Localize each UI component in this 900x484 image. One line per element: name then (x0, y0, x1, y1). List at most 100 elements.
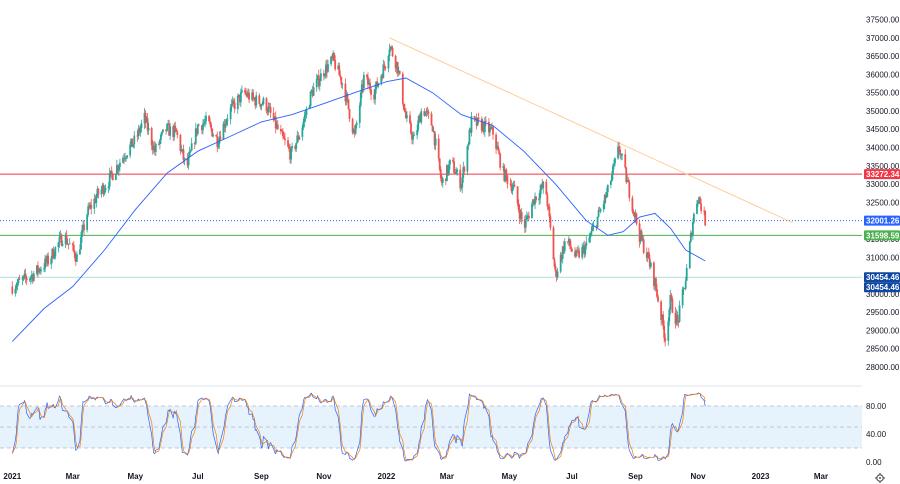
candle[interactable] (39, 266, 41, 274)
candle[interactable] (32, 271, 35, 282)
candle[interactable] (43, 262, 45, 273)
candle[interactable] (360, 80, 363, 99)
candle[interactable] (68, 238, 71, 245)
candle[interactable] (298, 135, 301, 141)
stochastic-d-line[interactable] (11, 392, 706, 461)
candle[interactable] (140, 119, 143, 133)
candle[interactable] (545, 178, 548, 195)
candle[interactable] (45, 255, 48, 267)
candle[interactable] (437, 134, 440, 162)
candle[interactable] (553, 257, 556, 269)
candle[interactable] (274, 111, 277, 134)
candle[interactable] (398, 70, 401, 76)
candle[interactable] (79, 244, 81, 256)
candle[interactable] (252, 89, 255, 102)
candle[interactable] (504, 169, 507, 183)
candle[interactable] (614, 157, 616, 167)
candle[interactable] (290, 146, 292, 164)
candle[interactable] (131, 138, 134, 147)
candle[interactable] (576, 246, 578, 257)
candle[interactable] (578, 247, 581, 259)
candle[interactable] (484, 115, 487, 127)
candle[interactable] (404, 108, 407, 119)
candle[interactable] (539, 184, 542, 204)
candle[interactable] (95, 193, 98, 208)
candle[interactable] (238, 94, 241, 106)
candle[interactable] (38, 267, 40, 275)
candle[interactable] (439, 166, 442, 181)
candle[interactable] (653, 261, 655, 290)
candle[interactable] (618, 141, 620, 153)
candle[interactable] (248, 89, 250, 103)
candle[interactable] (237, 94, 240, 98)
candle[interactable] (662, 310, 665, 330)
candle[interactable] (531, 201, 533, 219)
candle[interactable] (215, 134, 218, 137)
candle[interactable] (316, 74, 319, 81)
candle[interactable] (533, 199, 535, 206)
candle[interactable] (291, 142, 294, 152)
candle[interactable] (295, 142, 298, 153)
candle[interactable] (279, 125, 282, 135)
candle[interactable] (254, 97, 257, 110)
candle[interactable] (338, 62, 341, 76)
candle[interactable] (640, 228, 643, 241)
candle[interactable] (318, 78, 321, 92)
candle[interactable] (370, 86, 372, 101)
candle[interactable] (480, 116, 483, 134)
candle[interactable] (406, 111, 408, 123)
candle[interactable] (596, 216, 599, 229)
candle[interactable] (362, 71, 365, 92)
candle[interactable] (54, 246, 57, 260)
candle[interactable] (236, 93, 239, 114)
candle[interactable] (619, 145, 622, 159)
candle[interactable] (174, 121, 177, 133)
candle[interactable] (661, 313, 664, 324)
candle[interactable] (294, 144, 297, 152)
candle[interactable] (571, 247, 573, 253)
candle[interactable] (289, 144, 291, 164)
candle[interactable] (410, 120, 412, 136)
candle[interactable] (222, 121, 225, 140)
candle[interactable] (598, 206, 601, 212)
candle[interactable] (15, 282, 18, 294)
candle[interactable] (570, 240, 572, 252)
candle[interactable] (468, 127, 471, 145)
candle[interactable] (196, 123, 199, 136)
candle[interactable] (331, 54, 333, 61)
candle[interactable] (324, 73, 326, 79)
candle[interactable] (21, 275, 24, 286)
candle[interactable] (302, 118, 305, 130)
candle[interactable] (642, 235, 645, 255)
candle[interactable] (389, 46, 392, 52)
candle[interactable] (31, 273, 34, 285)
candle[interactable] (416, 124, 419, 140)
candle[interactable] (232, 98, 235, 108)
candle[interactable] (348, 108, 351, 123)
candle[interactable] (212, 132, 215, 138)
candle[interactable] (150, 126, 153, 151)
candle[interactable] (265, 97, 268, 114)
candle[interactable] (58, 231, 61, 248)
candle[interactable] (632, 208, 635, 216)
candle[interactable] (617, 142, 619, 160)
candle[interactable] (698, 196, 700, 205)
candle[interactable] (454, 168, 456, 175)
candle[interactable] (240, 85, 243, 94)
candle[interactable] (432, 127, 435, 133)
candle[interactable] (638, 219, 641, 248)
candle[interactable] (541, 178, 544, 190)
candle[interactable] (44, 254, 46, 273)
candle[interactable] (24, 268, 27, 284)
candle[interactable] (470, 111, 473, 137)
candle[interactable] (46, 253, 49, 267)
candle[interactable] (431, 124, 434, 132)
candle[interactable] (683, 288, 686, 289)
candle[interactable] (402, 103, 405, 111)
candle[interactable] (654, 277, 656, 292)
moving-average-line[interactable] (11, 77, 706, 342)
candle[interactable] (30, 270, 33, 283)
candle[interactable] (96, 186, 99, 199)
candle[interactable] (700, 198, 702, 214)
candle[interactable] (87, 202, 90, 217)
